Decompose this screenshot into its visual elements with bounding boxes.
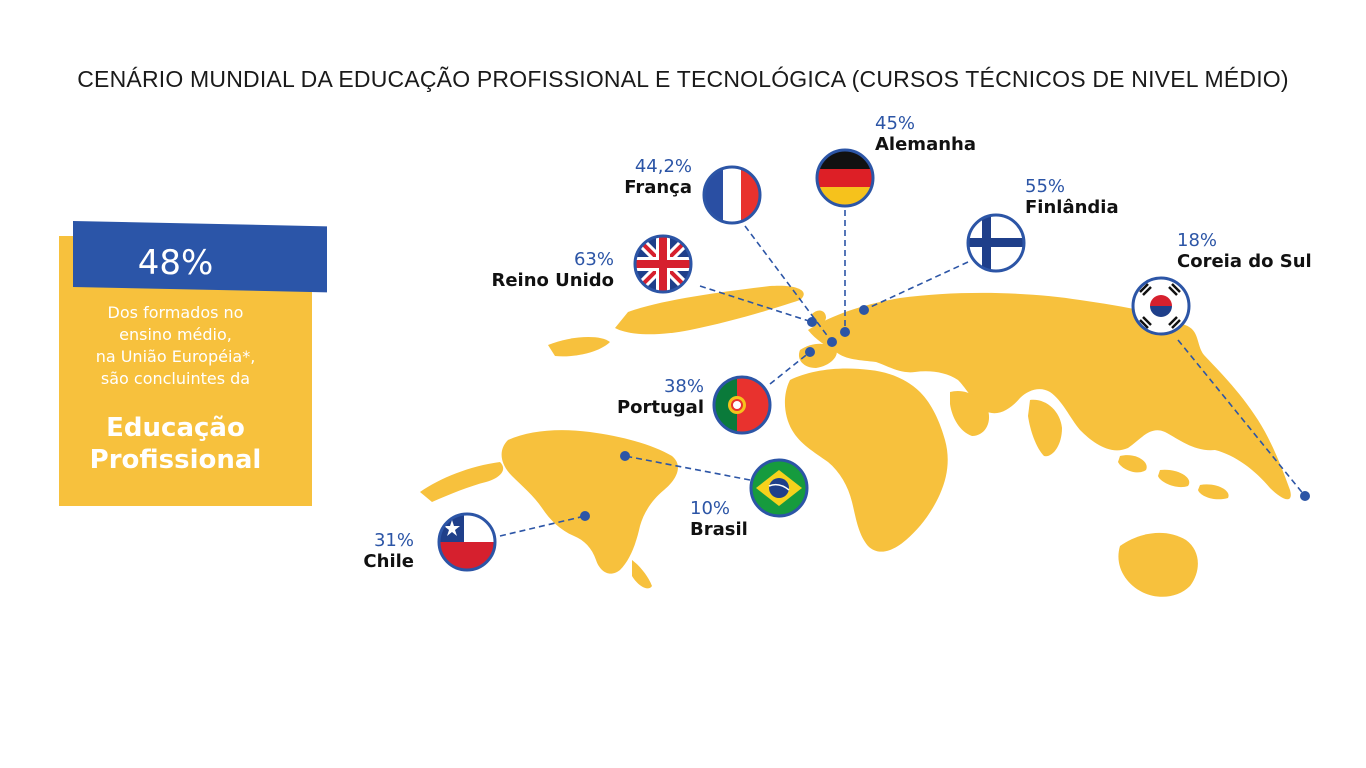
- page-title: CENÁRIO MUNDIAL DA EDUCAÇÃO PROFISSIONAL…: [77, 66, 1289, 92]
- label-portugal: 38% Portugal: [616, 376, 704, 418]
- label-brasil: 10% Brasil: [690, 498, 748, 540]
- label-coreia: 18% Coreia do Sul: [1177, 230, 1312, 272]
- label-franca: 44,2% França: [624, 156, 692, 198]
- location-dots: [580, 305, 1310, 521]
- label-chile: 31% Chile: [363, 530, 414, 572]
- chile-flag: [437, 512, 497, 572]
- france-flag: [702, 165, 762, 225]
- germany-flag: [815, 148, 875, 208]
- highlight-emphasis: Educação Profissional: [89, 413, 262, 475]
- uk-flag: [633, 234, 693, 294]
- brazil-flag: [749, 458, 809, 518]
- south-korea-flag: [1131, 276, 1191, 336]
- portugal-flag: [712, 375, 772, 435]
- finland-flag: [966, 213, 1026, 273]
- label-finlandia: 55% Finlândia: [1025, 176, 1119, 218]
- highlight-description: Dos formados no ensino médio, na União E…: [95, 303, 256, 388]
- connector-lines: [499, 210, 1306, 537]
- continents: [420, 285, 1291, 597]
- highlight-percent: 48%: [137, 243, 214, 283]
- label-alemanha: 45% Alemanha: [875, 113, 976, 155]
- label-reino-unido: 63% Reino Unido: [491, 249, 614, 291]
